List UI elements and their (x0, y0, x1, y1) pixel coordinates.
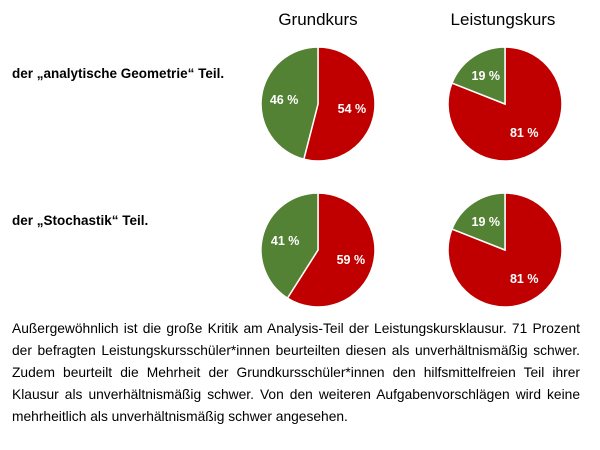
column-header-grundkurs: Grundkurs (278, 10, 358, 29)
row-label-analytische-geometrie: der „analytische Geometrie“ Teil. (12, 66, 225, 81)
slice-label-stochastik-grundkurs-0: 59 % (337, 253, 366, 267)
slice-label-stochastik-grundkurs-1: 41 % (271, 234, 300, 248)
pie-slice-geometrie-grundkurs-1 (260, 46, 319, 161)
pie-charts: 54 % 46 % 81 % 19 % 59 % 41 % 81 % 19 % (260, 46, 563, 308)
slice-label-geometrie-grundkurs-1: 46 % (270, 93, 299, 107)
pie-geometrie-grundkurs: 54 % 46 % (260, 46, 376, 162)
slice-label-stochastik-leistungskurs-1: 19 % (472, 215, 501, 229)
column-header-leistungskurs: Leistungskurs (450, 10, 556, 29)
pie-slice-geometrie-leistungskurs-1 (451, 46, 506, 106)
slice-label-geometrie-leistungskurs-1: 19 % (472, 69, 501, 83)
caption-text: Außergewöhnlich ist die große Kritik am … (12, 321, 580, 424)
pie-geometrie-leistungskurs: 81 % 19 % (447, 46, 563, 162)
pie-stochastik-grundkurs: 59 % 41 % (260, 192, 376, 308)
row-label-stochastik: der „Stochastik“ Teil. (12, 213, 149, 228)
slice-label-geometrie-grundkurs-0: 54 % (338, 102, 367, 116)
pie-slice-geometrie-grundkurs-0 (302, 46, 376, 162)
pie-stochastik-leistungskurs: 81 % 19 % (447, 192, 563, 308)
pie-slice-stochastik-leistungskurs-1 (451, 192, 506, 252)
pie-slice-stochastik-grundkurs-1 (260, 192, 319, 300)
slice-label-geometrie-leistungskurs-0: 81 % (510, 126, 539, 140)
slice-label-stochastik-leistungskurs-0: 81 % (510, 272, 539, 286)
pie-slice-stochastik-grundkurs-0 (286, 192, 376, 308)
